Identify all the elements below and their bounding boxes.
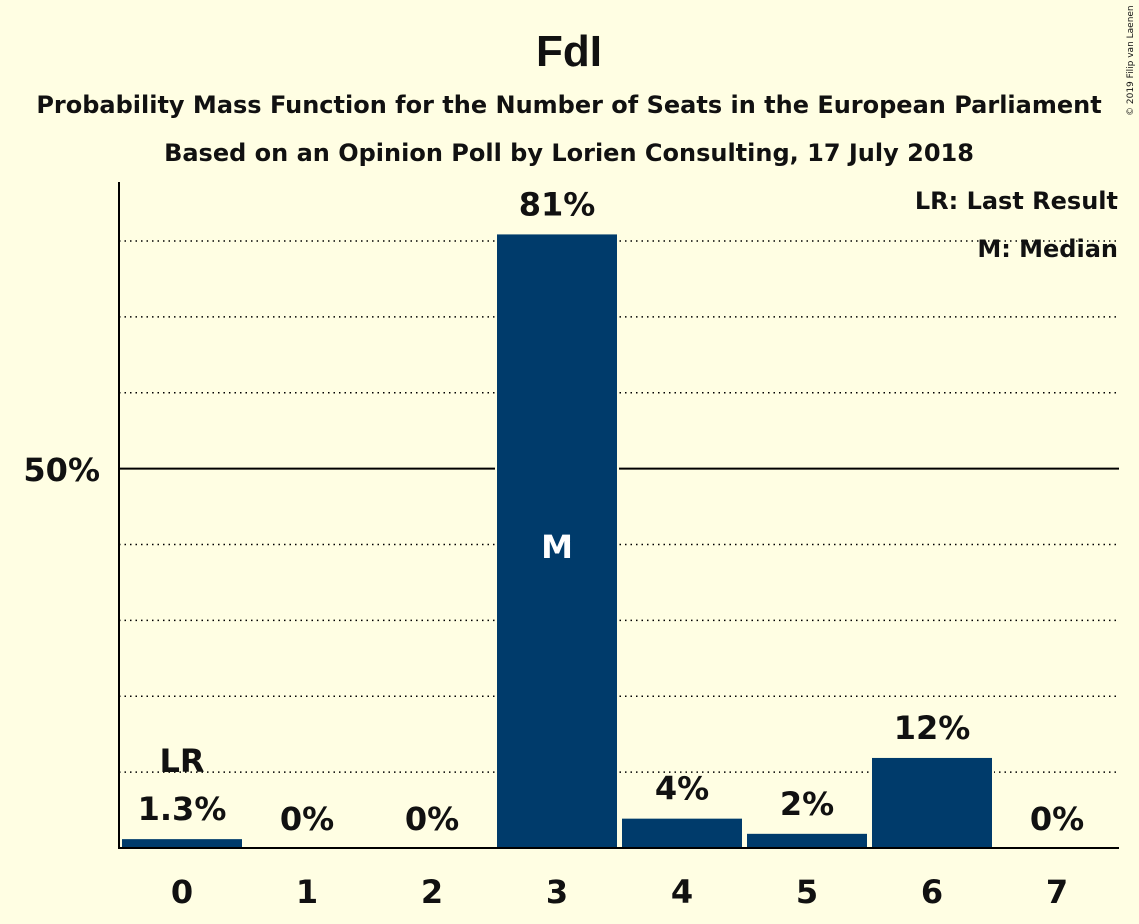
- value-label-3: 81%: [519, 185, 596, 223]
- value-label-5: 2%: [780, 785, 834, 823]
- x-tick-label-5: 5: [796, 873, 818, 911]
- value-label-7: 0%: [1030, 800, 1084, 838]
- value-label-1: 0%: [280, 800, 334, 838]
- x-tick-label-3: 3: [546, 873, 568, 911]
- x-tick-label-2: 2: [421, 873, 443, 911]
- bar-5: [745, 831, 869, 850]
- bar-3: [495, 232, 619, 850]
- chart-subtitle: Probability Mass Function for the Number…: [36, 91, 1101, 119]
- copyright-notice: © 2019 Filip van Laenen: [1126, 6, 1136, 116]
- bar-6: [870, 755, 994, 850]
- x-tick-label-6: 6: [921, 873, 943, 911]
- y-tick-label-50: 50%: [23, 451, 100, 489]
- chart-title: FdI: [536, 27, 602, 76]
- last-result-marker: LR: [159, 742, 204, 780]
- axes-group: [118, 182, 1119, 849]
- chart-subtitle-2: Based on an Opinion Poll by Lorien Consu…: [164, 139, 974, 167]
- value-label-0: 1.3%: [138, 790, 227, 828]
- legend-entry-median: M: Median: [977, 235, 1118, 263]
- bars-group: [120, 232, 994, 850]
- x-tick-label-4: 4: [671, 873, 693, 911]
- bar-0: [120, 837, 244, 849]
- x-tick-label-1: 1: [296, 873, 318, 911]
- value-label-6: 12%: [894, 709, 971, 747]
- value-label-2: 0%: [405, 800, 459, 838]
- x-tick-label-0: 0: [171, 873, 193, 911]
- value-label-4: 4%: [655, 770, 709, 808]
- legend-entry-last-result: LR: Last Result: [915, 187, 1118, 215]
- copyright-text: © 2019 Filip van Laenen: [1126, 6, 1136, 116]
- x-tick-label-7: 7: [1046, 873, 1068, 911]
- labels-group: 0 1.3% LR 1 0% 2 0% 3 81% M 4 4% 5 2% 6 12% 7 0%: [138, 185, 1085, 911]
- bar-4: [620, 816, 744, 850]
- median-marker: M: [541, 528, 573, 566]
